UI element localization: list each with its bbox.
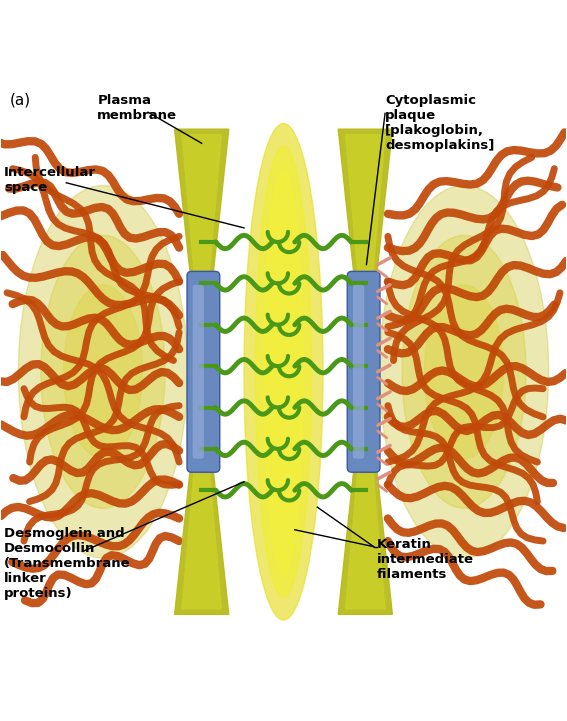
- Text: (a): (a): [10, 92, 31, 107]
- Polygon shape: [175, 129, 229, 614]
- Ellipse shape: [255, 146, 312, 598]
- Ellipse shape: [402, 235, 526, 508]
- Polygon shape: [182, 135, 222, 609]
- Ellipse shape: [41, 235, 165, 508]
- FancyBboxPatch shape: [193, 285, 204, 459]
- Ellipse shape: [379, 185, 549, 558]
- Ellipse shape: [425, 285, 503, 459]
- Polygon shape: [345, 135, 385, 609]
- FancyBboxPatch shape: [353, 285, 364, 459]
- Polygon shape: [338, 129, 392, 614]
- Ellipse shape: [244, 123, 323, 620]
- FancyBboxPatch shape: [347, 271, 380, 472]
- Ellipse shape: [18, 185, 188, 558]
- Text: Desmoglein and
Desmocollin
(Transmembrane
linker
proteins): Desmoglein and Desmocollin (Transmembran…: [4, 527, 131, 600]
- Text: Cytoplasmic
plaque
[plakoglobin,
desmoplakins]: Cytoplasmic plaque [plakoglobin, desmopl…: [385, 94, 494, 152]
- FancyBboxPatch shape: [187, 271, 220, 472]
- Ellipse shape: [264, 169, 303, 575]
- Text: Keratin
intermediate
filaments: Keratin intermediate filaments: [376, 539, 473, 581]
- Text: Plasma
membrane: Plasma membrane: [98, 94, 177, 122]
- Ellipse shape: [64, 285, 142, 459]
- Text: Intercellular
space: Intercellular space: [4, 166, 96, 194]
